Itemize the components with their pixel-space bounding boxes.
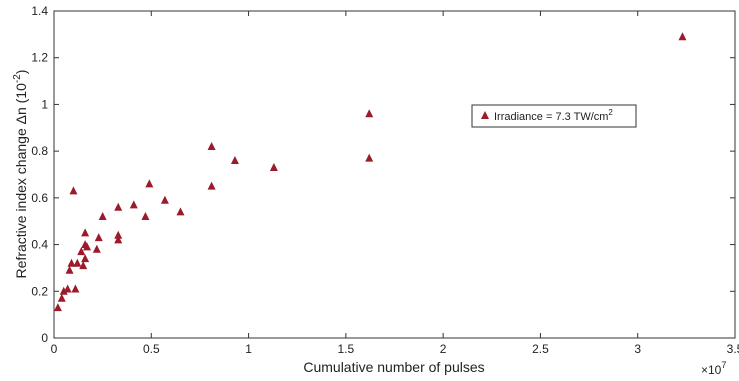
data-point-triangle xyxy=(81,254,90,263)
y-tick-label: 1.2 xyxy=(31,51,48,65)
data-point-triangle xyxy=(230,155,239,164)
data-point-triangle xyxy=(73,258,82,267)
data-point-triangle xyxy=(145,179,154,188)
data-point-triangle xyxy=(678,32,687,41)
x-tick-label: 0.5 xyxy=(143,342,160,356)
data-point-triangle xyxy=(81,228,90,237)
y-tick-label: 0.6 xyxy=(31,191,48,205)
data-point-triangle xyxy=(83,242,92,251)
y-tick-label: 0.8 xyxy=(31,144,48,158)
data-point-triangle xyxy=(65,265,74,274)
x-tick-label: 3.5 xyxy=(727,342,739,356)
data-point-triangle xyxy=(207,181,216,190)
legend-box xyxy=(471,104,637,128)
x-tick-label: 1.5 xyxy=(338,342,355,356)
data-point-triangle xyxy=(71,284,80,293)
y-tick-label: 0.4 xyxy=(31,238,48,252)
legend-label: Irradiance = 7.3 TW/cm2 xyxy=(494,108,613,123)
data-point-triangle xyxy=(59,286,68,295)
legend: Irradiance = 7.3 TW/cm2 xyxy=(471,104,637,128)
data-point-triangle xyxy=(94,233,103,242)
data-point-triangle xyxy=(269,162,278,171)
data-point-triangle xyxy=(63,284,72,293)
x-tick-label: 2.5 xyxy=(532,342,549,356)
data-point-triangle xyxy=(176,207,185,216)
x-axis-multiplier: ×107 xyxy=(701,360,726,377)
y-axis-label: Refractive index change Δn (10-2) xyxy=(12,70,29,279)
data-point-triangle xyxy=(77,247,86,256)
data-point-triangle xyxy=(114,202,123,211)
plot-area xyxy=(53,10,736,339)
data-point-triangle xyxy=(129,200,138,209)
x-axis-label: Cumulative number of pulses xyxy=(303,359,484,375)
data-point-triangle xyxy=(141,212,150,221)
data-points xyxy=(53,32,687,312)
y-tick-label: 1.4 xyxy=(31,4,48,18)
data-point-triangle xyxy=(57,293,66,302)
data-point-triangle xyxy=(98,212,107,221)
legend-marker-triangle xyxy=(481,111,489,119)
data-point-triangle xyxy=(160,195,169,204)
data-point-triangle xyxy=(114,230,123,239)
y-tick-label: 1 xyxy=(41,97,48,111)
data-point-triangle xyxy=(207,141,216,150)
data-point-triangle xyxy=(69,186,78,195)
data-point-triangle xyxy=(67,258,76,267)
data-point-triangle xyxy=(114,235,123,244)
data-point-triangle xyxy=(79,261,88,270)
x-tick-label: 2 xyxy=(440,342,447,356)
data-point-triangle xyxy=(92,244,101,253)
y-tick-label: 0.2 xyxy=(31,284,48,298)
x-tick-label: 0 xyxy=(51,342,58,356)
x-tick-label: 1 xyxy=(245,342,252,356)
data-point-triangle xyxy=(365,109,374,118)
x-tick-label: 3 xyxy=(634,342,641,356)
data-point-triangle xyxy=(53,303,62,312)
y-tick-label: 0 xyxy=(41,331,48,345)
data-point-triangle xyxy=(365,153,374,162)
axis-ticks: 0 0.5 1 1.5 2 2.5 3 3.5 0 0.2 0.4 0.6 0.8 1 1.2 1.4 xyxy=(31,4,739,356)
